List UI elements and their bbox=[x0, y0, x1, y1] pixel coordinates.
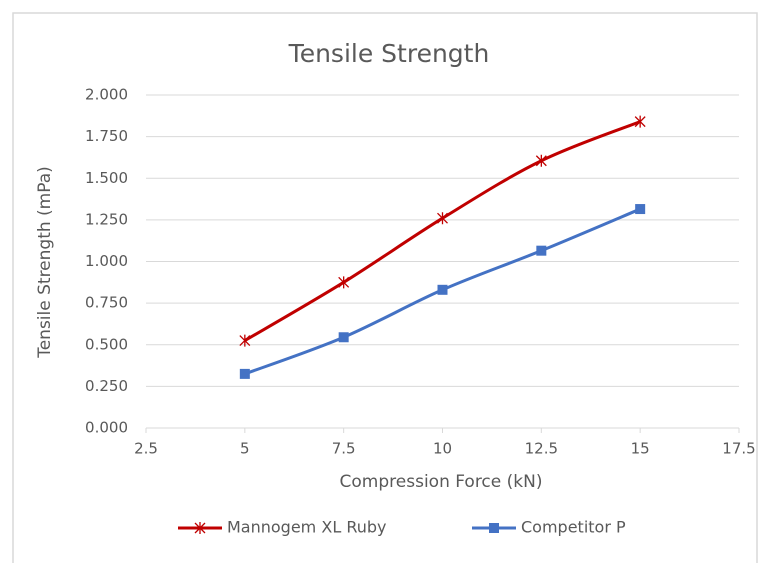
marker bbox=[536, 245, 547, 256]
marker bbox=[437, 212, 448, 225]
y-tick-label: 1.750 bbox=[85, 127, 128, 145]
y-tick-label: 0.000 bbox=[85, 419, 128, 437]
y-tick-label: 1.500 bbox=[85, 169, 128, 187]
marker bbox=[489, 523, 499, 533]
x-tick-label: 10 bbox=[433, 440, 452, 458]
y-axis-title: Tensile Strength (mPa) bbox=[35, 166, 55, 359]
marker bbox=[194, 522, 206, 534]
marker bbox=[437, 284, 448, 295]
y-tick-label: 2.000 bbox=[85, 86, 128, 104]
y-tick-label: 1.000 bbox=[85, 252, 128, 270]
legend-text: Mannogem XL Ruby bbox=[227, 518, 386, 537]
marker bbox=[635, 204, 646, 215]
marker bbox=[239, 368, 250, 379]
marker bbox=[338, 276, 350, 289]
chart-title: Tensile Strength bbox=[288, 39, 490, 68]
marker bbox=[634, 115, 646, 128]
x-tick-label: 2.5 bbox=[134, 440, 158, 458]
series-line bbox=[244, 120, 641, 342]
legend-text: Competitor P bbox=[521, 518, 626, 537]
chart-frame bbox=[12, 12, 758, 563]
y-tick-label: 0.750 bbox=[85, 294, 128, 312]
x-tick-label: 15 bbox=[631, 440, 650, 458]
x-axis-title: Compression Force (kN) bbox=[340, 472, 543, 492]
x-tick-label: 12.5 bbox=[525, 440, 558, 458]
y-tick-label: 0.500 bbox=[85, 335, 128, 353]
y-tick-label: 1.250 bbox=[85, 210, 128, 228]
y-tick-label: 0.250 bbox=[85, 377, 128, 395]
marker bbox=[239, 334, 251, 347]
marker bbox=[535, 154, 547, 167]
marker bbox=[338, 332, 349, 343]
x-tick-label: 5 bbox=[240, 440, 250, 458]
x-tick-label: 7.5 bbox=[332, 440, 356, 458]
x-tick-label: 17.5 bbox=[722, 440, 755, 458]
